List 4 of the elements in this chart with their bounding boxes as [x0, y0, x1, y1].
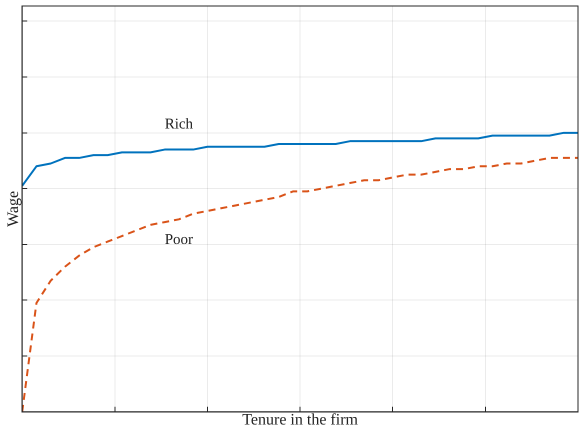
x-axis-title: Tenure in the firm — [242, 412, 359, 429]
series-label: Poor — [164, 232, 194, 248]
y-axis-title: Wage — [4, 190, 22, 227]
series-label: Rich — [164, 116, 194, 132]
